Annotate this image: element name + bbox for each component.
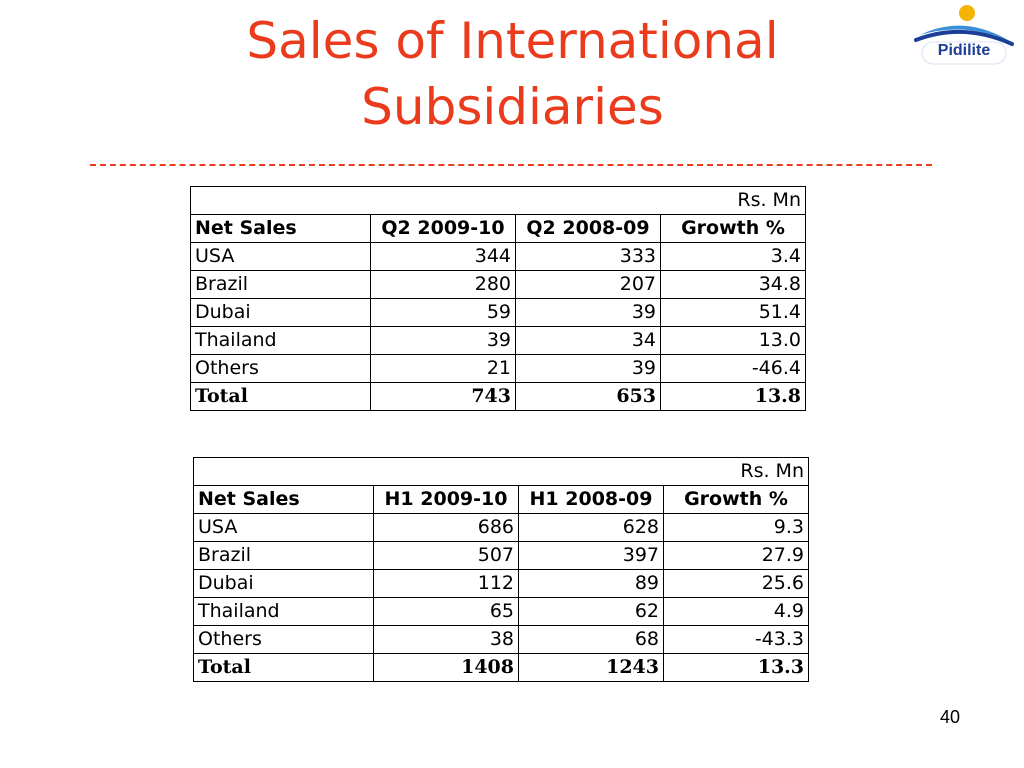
column-header: Net Sales — [193, 485, 374, 514]
row-label: Brazil — [193, 541, 374, 570]
table-cell: 397 — [518, 541, 664, 570]
column-header: Net Sales — [190, 214, 371, 243]
table-cell: 51.4 — [660, 298, 806, 327]
table-total-row: Total 743 653 13.8 — [190, 382, 806, 411]
table-row: USA 686 628 9.3 — [193, 513, 809, 542]
row-label: Dubai — [193, 569, 374, 598]
table-cell: 112 — [373, 569, 519, 598]
table-cell: 344 — [370, 242, 516, 271]
table-total-row: Total 1408 1243 13.3 — [193, 653, 809, 682]
table-cell: 59 — [370, 298, 516, 327]
logo-wordmark: Pidilite — [937, 42, 991, 59]
table-row: Brazil 507 397 27.9 — [193, 541, 809, 570]
q2-sales-table: Rs. Mn Net Sales Q2 2009-10 Q2 2008-09 G… — [190, 186, 806, 411]
table-cell: 13.3 — [663, 653, 809, 682]
table-cell: 1243 — [518, 653, 664, 682]
slide-title: Sales of International Subsidiaries — [150, 8, 875, 140]
table-cell: 39 — [515, 354, 661, 383]
table-row: Thailand 39 34 13.0 — [190, 326, 806, 355]
table-cell: -43.3 — [663, 625, 809, 654]
table-cell: 3.4 — [660, 242, 806, 271]
table-cell: 65 — [373, 597, 519, 626]
table-cell: 1408 — [373, 653, 519, 682]
table-cell: 38 — [373, 625, 519, 654]
table-cell: 13.0 — [660, 326, 806, 355]
table-cell: 207 — [515, 270, 661, 299]
table-cell: 21 — [370, 354, 516, 383]
table-header-row: Net Sales H1 2009-10 H1 2008-09 Growth % — [193, 485, 809, 514]
unit-label: Rs. Mn — [193, 457, 809, 486]
column-header: Q2 2008-09 — [515, 214, 661, 243]
table-row: Others 38 68 -43.3 — [193, 625, 809, 654]
column-header: Growth % — [660, 214, 806, 243]
table-unit-row: Rs. Mn — [190, 186, 806, 215]
row-label: USA — [193, 513, 374, 542]
table-cell: 39 — [515, 298, 661, 327]
table-cell: 628 — [518, 513, 664, 542]
table-cell: 280 — [370, 270, 516, 299]
table-cell: 507 — [373, 541, 519, 570]
row-label: Others — [190, 354, 371, 383]
page-number: 40 — [939, 707, 961, 727]
table-cell: 333 — [515, 242, 661, 271]
table-row: Thailand 65 62 4.9 — [193, 597, 809, 626]
row-label: Others — [193, 625, 374, 654]
pidilite-logo: Pidilite — [908, 2, 1018, 72]
title-divider — [90, 164, 932, 166]
table-header-row: Net Sales Q2 2009-10 Q2 2008-09 Growth % — [190, 214, 806, 243]
table-cell: 39 — [370, 326, 516, 355]
table-cell: 68 — [518, 625, 664, 654]
table-cell: 653 — [515, 382, 661, 411]
row-label: Total — [190, 382, 371, 411]
table-cell: 27.9 — [663, 541, 809, 570]
pidilite-logo-graphic — [914, 5, 1014, 65]
table-cell: 34 — [515, 326, 661, 355]
table-cell: 743 — [370, 382, 516, 411]
table-row: Brazil 280 207 34.8 — [190, 270, 806, 299]
table-row: Others 21 39 -46.4 — [190, 354, 806, 383]
table-cell: 34.8 — [660, 270, 806, 299]
row-label: Thailand — [190, 326, 371, 355]
row-label: USA — [190, 242, 371, 271]
table-cell: 89 — [518, 569, 664, 598]
table-cell: 686 — [373, 513, 519, 542]
unit-label: Rs. Mn — [190, 186, 806, 215]
row-label: Total — [193, 653, 374, 682]
column-header: Growth % — [663, 485, 809, 514]
h1-sales-table: Rs. Mn Net Sales H1 2009-10 H1 2008-09 G… — [193, 457, 809, 682]
row-label: Thailand — [193, 597, 374, 626]
slide-title-line-1: Sales of International — [246, 12, 779, 70]
column-header: H1 2008-09 — [518, 485, 664, 514]
row-label: Dubai — [190, 298, 371, 327]
column-header: Q2 2009-10 — [370, 214, 516, 243]
table-row: Dubai 112 89 25.6 — [193, 569, 809, 598]
logo-sun-icon — [959, 5, 975, 21]
table-cell: 62 — [518, 597, 664, 626]
table-row: USA 344 333 3.4 — [190, 242, 806, 271]
table-cell: -46.4 — [660, 354, 806, 383]
table-cell: 25.6 — [663, 569, 809, 598]
table-cell: 13.8 — [660, 382, 806, 411]
slide-title-line-2: Subsidiaries — [361, 78, 664, 136]
table-cell: 4.9 — [663, 597, 809, 626]
table-row: Dubai 59 39 51.4 — [190, 298, 806, 327]
row-label: Brazil — [190, 270, 371, 299]
table-unit-row: Rs. Mn — [193, 457, 809, 486]
logo-wave-icon — [920, 25, 1008, 40]
table-cell: 9.3 — [663, 513, 809, 542]
column-header: H1 2009-10 — [373, 485, 519, 514]
